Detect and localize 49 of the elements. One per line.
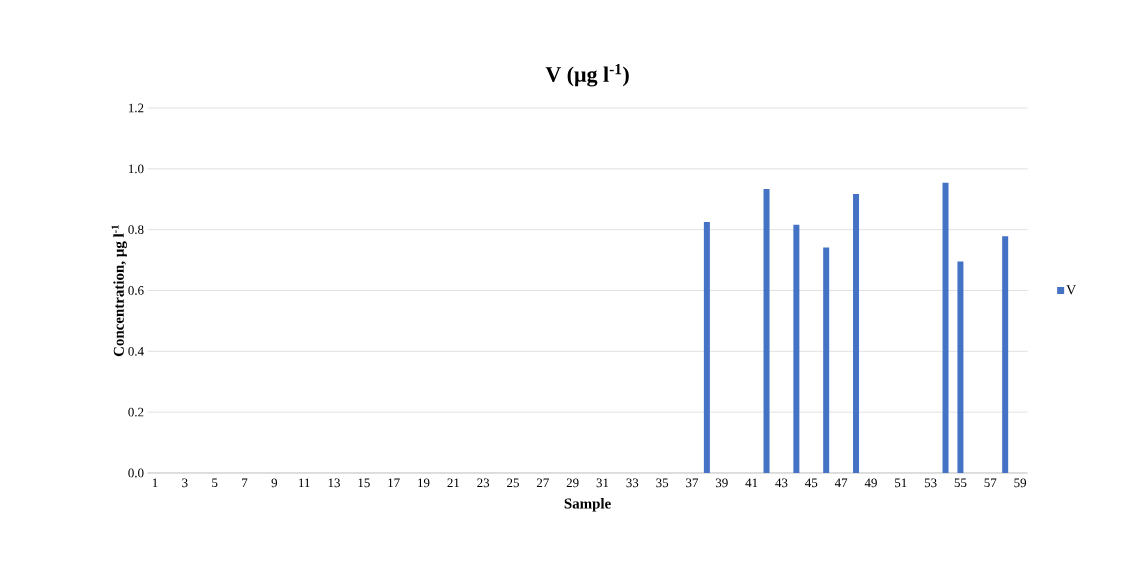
y-tick-label: 0.2 xyxy=(128,407,144,417)
x-tick-label: 19 xyxy=(418,478,430,488)
x-tick-label: 11 xyxy=(299,478,310,488)
x-tick-label: 9 xyxy=(271,478,278,488)
x-tick-label: 53 xyxy=(924,478,937,488)
x-tick-label: 51 xyxy=(895,478,907,488)
x-tick-label: 15 xyxy=(358,478,370,488)
y-tick-label: 1.2 xyxy=(128,103,144,113)
bar xyxy=(763,188,770,473)
x-tick-label: 57 xyxy=(984,478,997,488)
y-tick-label: 0.0 xyxy=(128,468,144,478)
bar xyxy=(703,222,710,473)
chart-title: V (µg l$^{-1}$) xyxy=(545,64,629,87)
x-tick-label: 21 xyxy=(447,478,460,488)
x-tick-label: 23 xyxy=(477,478,490,488)
x-tick-label: 7 xyxy=(242,478,248,487)
x-tick-label: 47 xyxy=(834,478,848,488)
x-tick-label: 1 xyxy=(152,478,158,488)
x-tick-label: 45 xyxy=(805,478,818,488)
x-tick-label: 17 xyxy=(388,478,400,488)
bar xyxy=(793,224,800,473)
x-tick-label: 39 xyxy=(715,478,728,488)
x-tick-label: 35 xyxy=(656,478,669,488)
bar xyxy=(942,182,949,473)
bar xyxy=(1002,236,1009,473)
bar xyxy=(823,247,830,473)
y-tick-label: 0.4 xyxy=(128,346,144,356)
x-tick-label: 29 xyxy=(566,478,579,488)
bar xyxy=(853,194,860,473)
x-tick-label: 49 xyxy=(864,478,877,488)
y-tick-label: 0.6 xyxy=(128,286,144,295)
x-axis-title: Sample xyxy=(564,498,611,512)
x-tick-label: 5 xyxy=(212,478,218,488)
x-tick-label: 33 xyxy=(626,478,639,488)
x-tick-label: 25 xyxy=(507,478,519,488)
x-tick-label: 43 xyxy=(775,478,788,488)
x-tick-label: 59 xyxy=(1014,478,1027,488)
x-tick-label: 55 xyxy=(954,478,967,488)
bar xyxy=(957,261,964,473)
x-tick-label: 13 xyxy=(328,478,340,488)
legend-label: V xyxy=(1066,285,1077,295)
x-tick-label: 31 xyxy=(596,478,609,488)
y-axis-title: Concentration, µg l$^{-1}$ xyxy=(111,225,127,357)
x-tick-label: 3 xyxy=(182,478,188,488)
y-tick-label: 0.8 xyxy=(128,225,144,235)
x-tick-label: 37 xyxy=(686,478,699,488)
x-tick-label: 41 xyxy=(745,478,758,488)
y-tick-label: 1.0 xyxy=(128,164,144,174)
x-tick-label: 27 xyxy=(536,478,549,488)
